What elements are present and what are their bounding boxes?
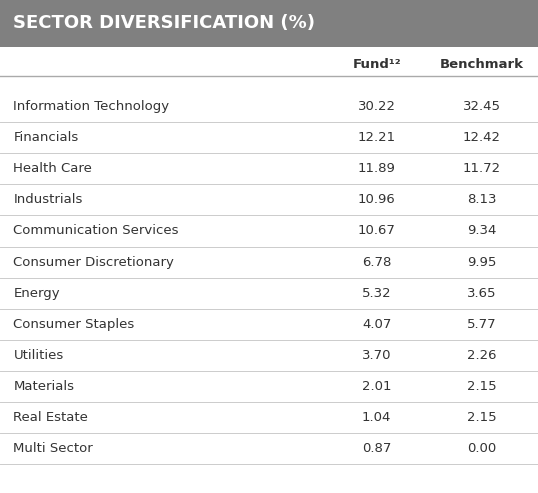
Text: 30.22: 30.22 — [358, 100, 395, 113]
Text: 0.87: 0.87 — [362, 442, 391, 455]
Text: 10.96: 10.96 — [358, 193, 395, 207]
Text: Health Care: Health Care — [13, 162, 93, 176]
Text: Information Technology: Information Technology — [13, 100, 169, 113]
Text: 12.21: 12.21 — [358, 131, 395, 144]
Text: 2.15: 2.15 — [466, 411, 497, 424]
Text: Materials: Materials — [13, 380, 74, 393]
Text: 6.78: 6.78 — [362, 255, 391, 269]
Text: 12.42: 12.42 — [463, 131, 500, 144]
Text: 9.95: 9.95 — [467, 255, 496, 269]
Text: 8.13: 8.13 — [467, 193, 496, 207]
Text: Industrials: Industrials — [13, 193, 83, 207]
Text: 0.00: 0.00 — [467, 442, 496, 455]
Text: 2.15: 2.15 — [466, 380, 497, 393]
Text: 2.26: 2.26 — [467, 349, 496, 362]
Text: 11.89: 11.89 — [358, 162, 395, 176]
Text: Financials: Financials — [13, 131, 79, 144]
Text: 3.70: 3.70 — [362, 349, 391, 362]
Text: 32.45: 32.45 — [463, 100, 500, 113]
Text: 5.77: 5.77 — [466, 317, 497, 331]
Text: Consumer Staples: Consumer Staples — [13, 317, 134, 331]
Text: SECTOR DIVERSIFICATION (%): SECTOR DIVERSIFICATION (%) — [13, 14, 315, 33]
Text: 2.01: 2.01 — [362, 380, 391, 393]
Text: 11.72: 11.72 — [463, 162, 500, 176]
Text: Multi Sector: Multi Sector — [13, 442, 93, 455]
Text: 9.34: 9.34 — [467, 224, 496, 238]
Text: Real Estate: Real Estate — [13, 411, 88, 424]
FancyBboxPatch shape — [0, 0, 538, 47]
Text: 4.07: 4.07 — [362, 317, 391, 331]
Text: Energy: Energy — [13, 286, 60, 300]
Text: 5.32: 5.32 — [362, 286, 392, 300]
Text: 1.04: 1.04 — [362, 411, 391, 424]
Text: Benchmark: Benchmark — [440, 59, 523, 71]
Text: Communication Services: Communication Services — [13, 224, 179, 238]
Text: Consumer Discretionary: Consumer Discretionary — [13, 255, 174, 269]
Text: 10.67: 10.67 — [358, 224, 395, 238]
Text: Utilities: Utilities — [13, 349, 63, 362]
Text: 3.65: 3.65 — [467, 286, 496, 300]
Text: Fund¹²: Fund¹² — [352, 59, 401, 71]
